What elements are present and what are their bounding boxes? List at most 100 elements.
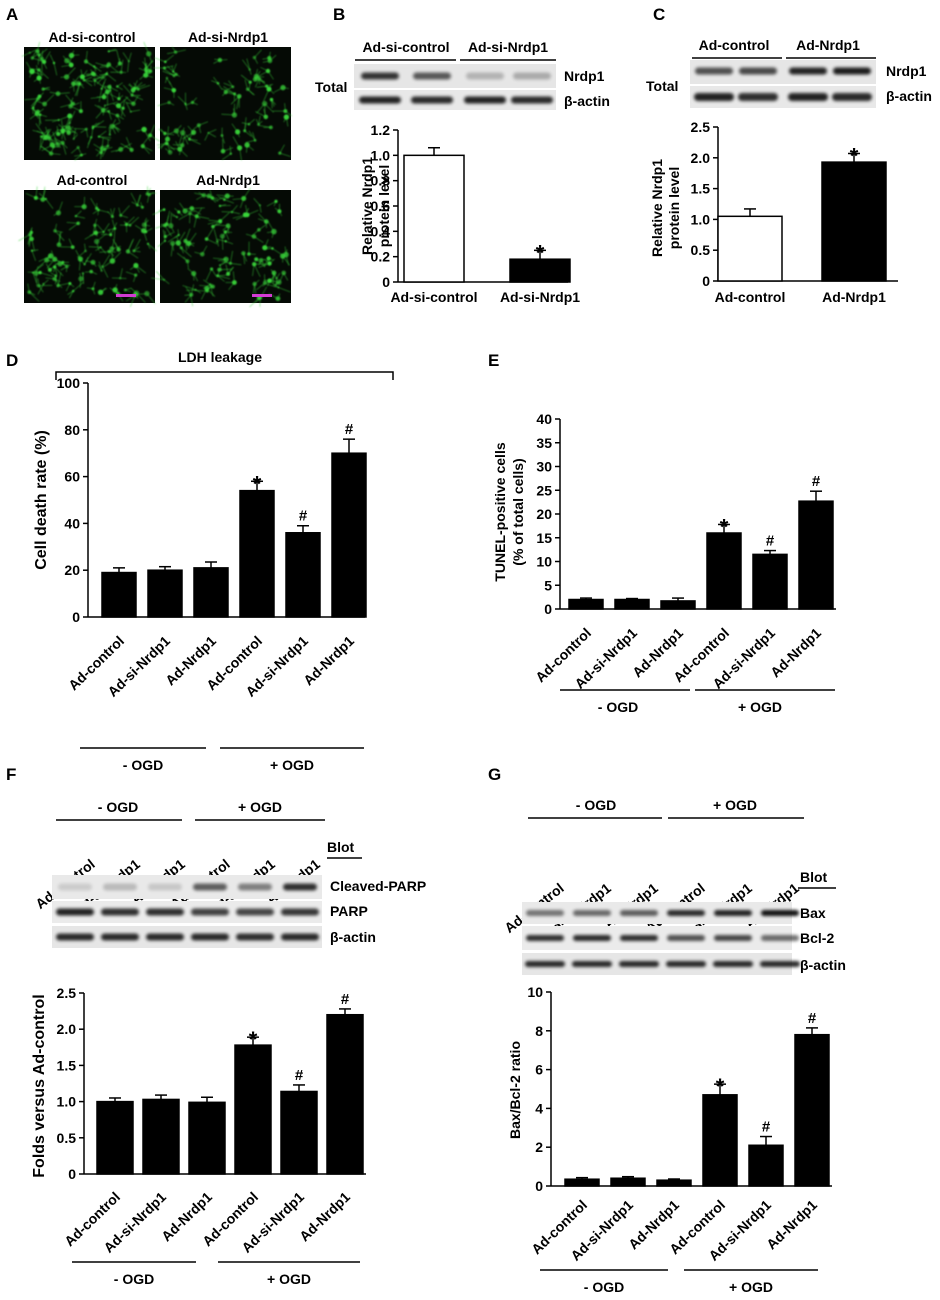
neurite — [130, 192, 138, 206]
neurite — [32, 107, 39, 119]
y-tick-label: 0.8 — [371, 173, 391, 189]
bar — [509, 258, 571, 283]
neurite — [283, 116, 287, 123]
blot-strip — [52, 901, 322, 923]
neurite — [208, 219, 221, 222]
neurite — [111, 245, 121, 250]
neurite — [70, 100, 72, 107]
bar — [280, 1090, 318, 1175]
significance-marker: # — [812, 473, 821, 490]
neurite — [176, 236, 179, 244]
neurite — [219, 261, 226, 266]
image-label: Ad-si-Nrdp1 — [188, 29, 268, 45]
neurite — [118, 105, 126, 117]
category-label: Ad-si-Nrdp1 — [500, 289, 580, 305]
blot-band — [101, 933, 139, 941]
neurite — [162, 70, 175, 77]
neurite — [36, 130, 49, 137]
neurite — [169, 147, 180, 150]
neurite — [185, 103, 188, 111]
neurite — [132, 94, 141, 97]
neurite — [113, 228, 116, 241]
blot-band — [761, 910, 799, 916]
neurite — [169, 73, 177, 75]
neurite — [237, 131, 240, 138]
neurite — [165, 232, 174, 237]
neurite — [158, 143, 167, 149]
neurite — [201, 245, 208, 255]
neurite — [127, 61, 130, 73]
blot-band — [573, 935, 611, 941]
neurite — [160, 128, 166, 134]
neurite — [146, 293, 156, 304]
neurite — [133, 95, 139, 104]
panel-F: - OGD + OGD Ad-controlAd-si-Nrdp1Ad-Nrdp… — [31, 799, 426, 1287]
neurite — [187, 261, 189, 269]
neurite — [198, 125, 202, 134]
blot-row-label: β-actin — [330, 929, 376, 945]
y-tick-label: 10 — [527, 984, 543, 1000]
blot-header: Blot — [327, 839, 355, 855]
significance-marker: * — [720, 514, 729, 539]
neurite — [225, 240, 234, 245]
neurite — [174, 234, 179, 239]
neurite — [52, 131, 59, 145]
neurite — [114, 242, 119, 250]
neurite — [88, 246, 101, 248]
image-label: Ad-si-control — [48, 29, 135, 45]
neurite — [58, 201, 63, 214]
bar — [96, 1100, 134, 1175]
neurite — [118, 95, 124, 100]
neurite — [36, 65, 40, 79]
neurite — [232, 271, 235, 283]
y-tick-label: 0 — [72, 609, 80, 625]
neurite — [178, 211, 183, 216]
neurite — [142, 145, 150, 155]
neurite — [118, 96, 129, 106]
significance-marker: * — [249, 1027, 258, 1052]
neurite — [122, 84, 133, 96]
bar — [798, 500, 834, 610]
blot-band — [713, 961, 753, 967]
y-tick-label: 20 — [536, 506, 552, 522]
neurite — [175, 49, 186, 53]
y-tick-label: 0.2 — [371, 249, 391, 265]
neurite — [125, 271, 136, 276]
y-tick-label: 40 — [536, 411, 552, 427]
neurite — [128, 52, 132, 62]
neurite — [104, 146, 113, 150]
neurite — [231, 123, 238, 133]
blot-band — [361, 72, 399, 80]
neurite — [168, 130, 177, 135]
neurite — [120, 205, 130, 216]
neurite — [24, 98, 39, 101]
neurite — [94, 80, 107, 90]
blot-strip — [52, 926, 322, 948]
neurite — [103, 223, 110, 233]
neurite — [259, 298, 261, 307]
neurite — [77, 256, 85, 265]
neurite — [30, 96, 40, 107]
bar — [706, 532, 742, 610]
neurite — [268, 84, 272, 90]
neurite — [185, 228, 191, 242]
bar — [234, 1044, 272, 1175]
neurite — [145, 228, 153, 233]
y-axis-label: TUNEL-positive cells — [492, 442, 508, 581]
neurite — [228, 80, 234, 88]
neurite — [264, 103, 274, 113]
panel-letter-G: G — [488, 765, 501, 784]
neurite — [102, 110, 109, 113]
blot-band — [620, 910, 658, 916]
neurite — [187, 268, 194, 274]
neurite — [125, 101, 132, 112]
y-tick-label: 0.5 — [57, 1130, 77, 1146]
group-label: - OGD — [123, 757, 163, 773]
bracket-label: LDH leakage — [178, 349, 262, 365]
neurite — [157, 143, 167, 146]
neurite — [135, 265, 147, 274]
neurite — [246, 144, 248, 153]
neurite — [212, 222, 222, 227]
blot-band — [572, 961, 612, 967]
y-tick-label: 35 — [536, 435, 552, 451]
